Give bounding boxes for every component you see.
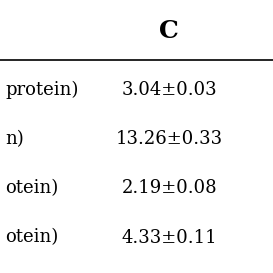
Text: n): n) <box>5 130 24 148</box>
Text: 4.33±0.11: 4.33±0.11 <box>121 229 217 247</box>
Text: 13.26±0.33: 13.26±0.33 <box>116 130 223 148</box>
Text: otein): otein) <box>5 179 59 197</box>
Text: C: C <box>159 19 179 43</box>
Text: 2.19±0.08: 2.19±0.08 <box>121 179 217 197</box>
Text: 3.04±0.03: 3.04±0.03 <box>121 81 217 99</box>
Text: protein): protein) <box>5 81 79 99</box>
Text: otein): otein) <box>5 229 59 247</box>
